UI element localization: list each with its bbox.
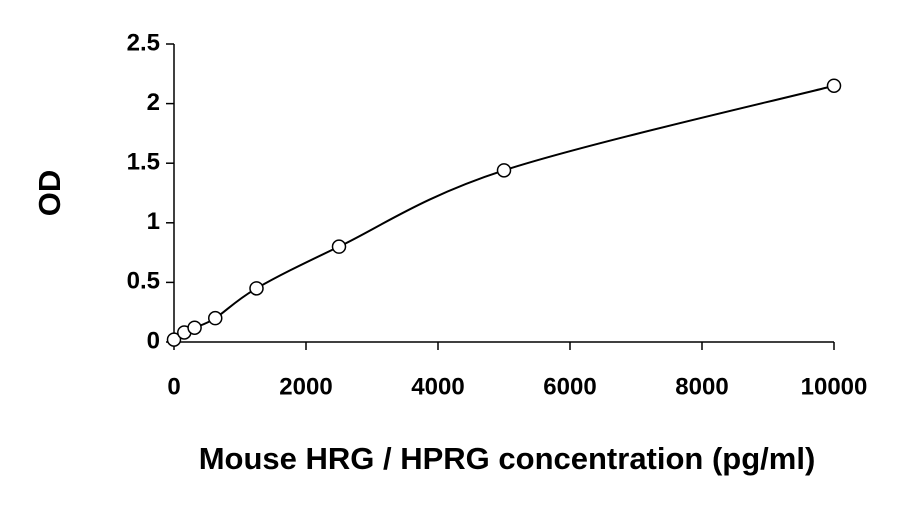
trend-line [173,84,835,341]
data-point [331,239,347,254]
data-point [208,310,223,326]
x-axis-title: Mouse HRG / HPRG concentration (pg/ml) [199,441,816,476]
y-tick-label: 1.5 [127,149,160,176]
y-axis-title: OD [32,170,67,217]
x-tick-label: 6000 [543,373,596,400]
data-point [187,320,202,335]
x-tick-label: 8000 [675,373,728,400]
x-tick-label: 2000 [279,373,332,400]
x-tick-label: 10000 [801,373,868,400]
y-tick-label: 1 [147,208,160,235]
y-tick-label: 2 [147,89,160,116]
data-point [826,78,842,93]
y-tick-label: 0.5 [127,268,160,295]
x-tick-label: 4000 [411,373,464,400]
data-point [249,281,264,296]
data-point [496,163,512,178]
data-point [166,332,182,347]
y-tick-label: 0 [147,327,160,354]
x-tick-label: 0 [167,373,180,400]
y-tick-label: 2.5 [127,29,160,56]
